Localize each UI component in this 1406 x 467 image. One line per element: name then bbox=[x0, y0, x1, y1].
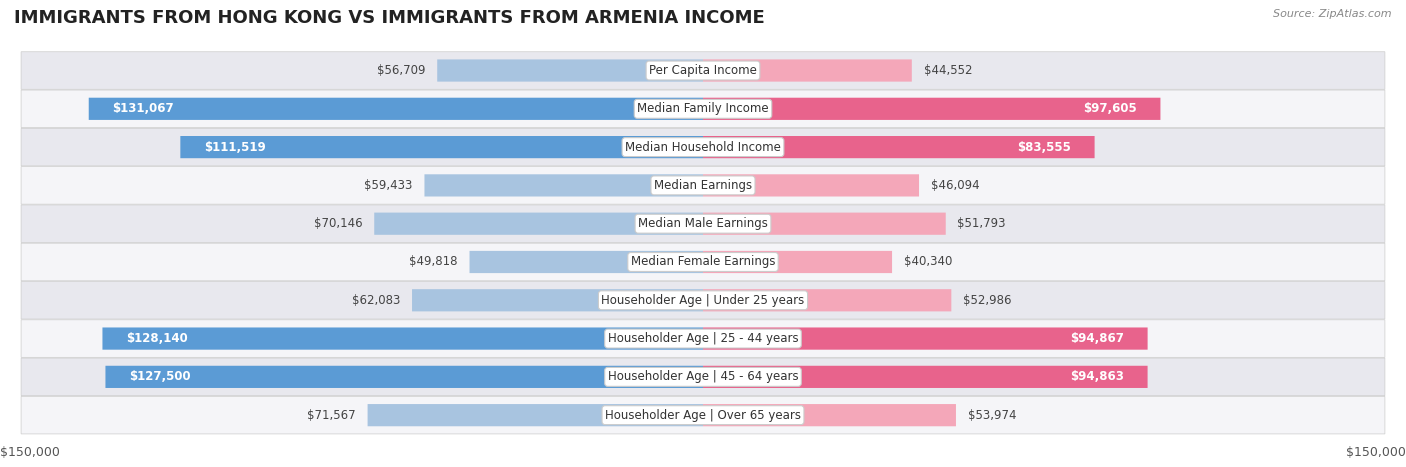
FancyBboxPatch shape bbox=[703, 59, 912, 82]
Text: $150,000: $150,000 bbox=[1346, 446, 1406, 459]
Text: $62,083: $62,083 bbox=[352, 294, 401, 307]
FancyBboxPatch shape bbox=[703, 136, 1095, 158]
Text: $51,793: $51,793 bbox=[957, 217, 1005, 230]
Text: $46,094: $46,094 bbox=[931, 179, 980, 192]
FancyBboxPatch shape bbox=[21, 243, 1385, 281]
Text: $70,146: $70,146 bbox=[314, 217, 363, 230]
Text: Householder Age | Over 65 years: Householder Age | Over 65 years bbox=[605, 409, 801, 422]
Text: Householder Age | 45 - 64 years: Householder Age | 45 - 64 years bbox=[607, 370, 799, 383]
FancyBboxPatch shape bbox=[703, 98, 1160, 120]
FancyBboxPatch shape bbox=[21, 396, 1385, 434]
FancyBboxPatch shape bbox=[703, 404, 956, 426]
FancyBboxPatch shape bbox=[21, 52, 1385, 89]
Text: Median Earnings: Median Earnings bbox=[654, 179, 752, 192]
FancyBboxPatch shape bbox=[470, 251, 703, 273]
Text: Median Family Income: Median Family Income bbox=[637, 102, 769, 115]
Text: Per Capita Income: Per Capita Income bbox=[650, 64, 756, 77]
FancyBboxPatch shape bbox=[437, 59, 703, 82]
FancyBboxPatch shape bbox=[103, 327, 703, 350]
Text: $40,340: $40,340 bbox=[904, 255, 952, 269]
Text: $52,986: $52,986 bbox=[963, 294, 1011, 307]
Text: $94,867: $94,867 bbox=[1070, 332, 1125, 345]
FancyBboxPatch shape bbox=[21, 205, 1385, 242]
Text: $111,519: $111,519 bbox=[204, 141, 266, 154]
Text: Median Female Earnings: Median Female Earnings bbox=[631, 255, 775, 269]
FancyBboxPatch shape bbox=[21, 167, 1385, 204]
Text: $49,818: $49,818 bbox=[409, 255, 458, 269]
FancyBboxPatch shape bbox=[703, 174, 920, 197]
Text: $53,974: $53,974 bbox=[967, 409, 1017, 422]
FancyBboxPatch shape bbox=[180, 136, 703, 158]
FancyBboxPatch shape bbox=[703, 212, 946, 235]
FancyBboxPatch shape bbox=[21, 358, 1385, 396]
Text: $150,000: $150,000 bbox=[0, 446, 60, 459]
Text: Householder Age | Under 25 years: Householder Age | Under 25 years bbox=[602, 294, 804, 307]
Text: $97,605: $97,605 bbox=[1083, 102, 1137, 115]
FancyBboxPatch shape bbox=[105, 366, 703, 388]
FancyBboxPatch shape bbox=[703, 289, 952, 311]
Text: $128,140: $128,140 bbox=[127, 332, 187, 345]
Text: Median Household Income: Median Household Income bbox=[626, 141, 780, 154]
FancyBboxPatch shape bbox=[367, 404, 703, 426]
Text: Median Male Earnings: Median Male Earnings bbox=[638, 217, 768, 230]
Text: $127,500: $127,500 bbox=[129, 370, 190, 383]
Text: $71,567: $71,567 bbox=[308, 409, 356, 422]
FancyBboxPatch shape bbox=[703, 327, 1147, 350]
FancyBboxPatch shape bbox=[21, 320, 1385, 357]
FancyBboxPatch shape bbox=[21, 90, 1385, 127]
FancyBboxPatch shape bbox=[21, 282, 1385, 319]
Text: $44,552: $44,552 bbox=[924, 64, 972, 77]
FancyBboxPatch shape bbox=[89, 98, 703, 120]
FancyBboxPatch shape bbox=[425, 174, 703, 197]
Text: $59,433: $59,433 bbox=[364, 179, 413, 192]
Text: Householder Age | 25 - 44 years: Householder Age | 25 - 44 years bbox=[607, 332, 799, 345]
Text: $83,555: $83,555 bbox=[1018, 141, 1071, 154]
FancyBboxPatch shape bbox=[412, 289, 703, 311]
Text: $56,709: $56,709 bbox=[377, 64, 426, 77]
Text: $94,863: $94,863 bbox=[1070, 370, 1125, 383]
Text: $131,067: $131,067 bbox=[112, 102, 174, 115]
FancyBboxPatch shape bbox=[703, 251, 891, 273]
Text: IMMIGRANTS FROM HONG KONG VS IMMIGRANTS FROM ARMENIA INCOME: IMMIGRANTS FROM HONG KONG VS IMMIGRANTS … bbox=[14, 9, 765, 28]
FancyBboxPatch shape bbox=[374, 212, 703, 235]
FancyBboxPatch shape bbox=[703, 366, 1147, 388]
FancyBboxPatch shape bbox=[21, 128, 1385, 166]
Text: Source: ZipAtlas.com: Source: ZipAtlas.com bbox=[1274, 9, 1392, 19]
